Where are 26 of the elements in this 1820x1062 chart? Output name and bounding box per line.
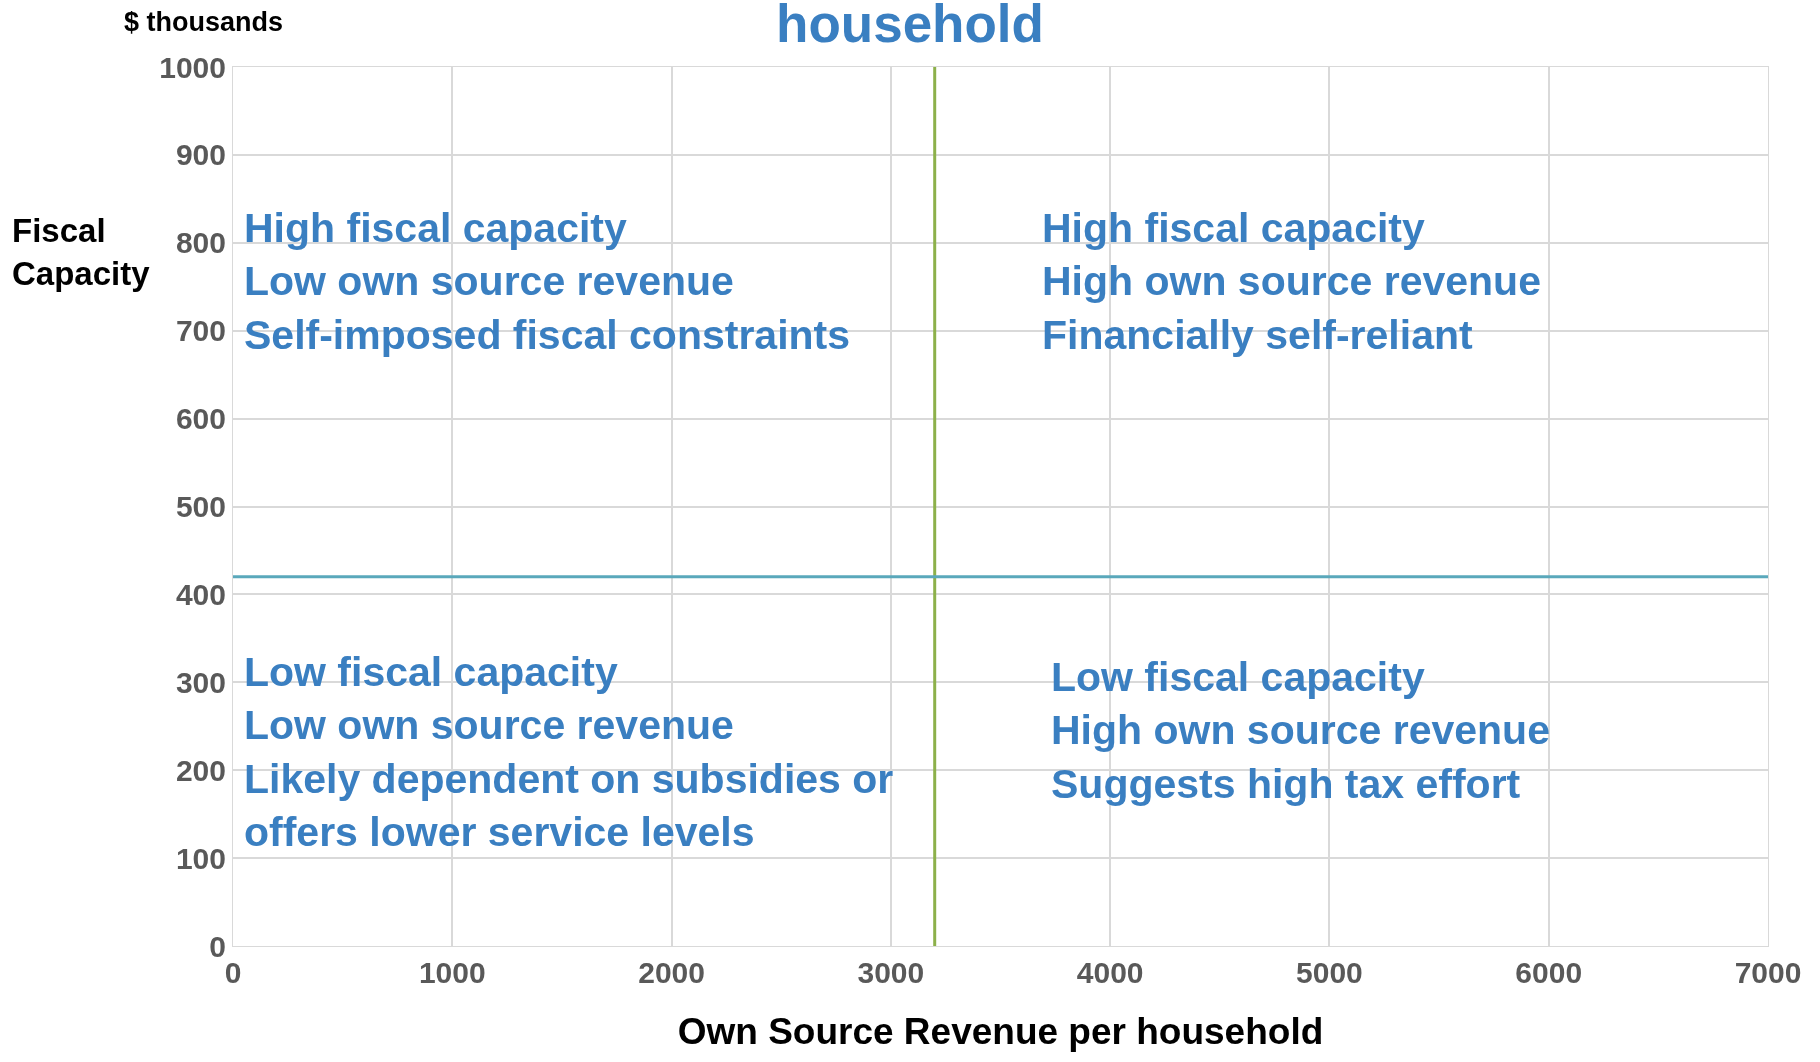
x-tick-label: 6000	[1515, 956, 1583, 989]
x-tick-label: 7000	[1734, 956, 1802, 989]
y-tick-label: 900	[175, 138, 226, 172]
x-axis-title: Own Source Revenue per household	[677, 1011, 1324, 1053]
x-tick-label: 3000	[857, 956, 925, 989]
annotation: High fiscal capacity High own source revenue Financially self-reliant	[1042, 205, 1541, 358]
x-tick-label: 2000	[638, 956, 705, 989]
y-tick-label: 700	[175, 314, 226, 348]
y-tick-label: 500	[175, 490, 226, 523]
annotation: Low fiscal capacity Low own source revenue Likely dependent on subsidies or offers lower service levels	[244, 649, 894, 855]
annotation: Low fiscal capacity High own source revenue Suggests high tax effort	[1051, 654, 1550, 807]
y-tick-label: 600	[175, 402, 226, 436]
y-axis-title: Fiscal Capacity	[12, 212, 151, 292]
y-tick-label: 200	[175, 753, 226, 787]
y-tick-label: 800	[175, 226, 226, 260]
chart-title: household	[776, 0, 1044, 54]
y-tick-label: 100	[175, 841, 226, 875]
annotation: High fiscal capacity Low own source revenue Self-imposed fiscal constraints	[244, 205, 851, 358]
y-tick-label: 0	[209, 929, 226, 963]
y-tick-label: 1000	[159, 50, 226, 84]
text: $ thousands	[124, 7, 284, 37]
y-tick-label: 300	[175, 665, 226, 699]
y-tick-label: 400	[175, 577, 226, 611]
x-tick-label: 4000	[1076, 956, 1144, 989]
x-tick-label: 5000	[1296, 956, 1363, 989]
x-tick-label: 1000	[418, 956, 486, 989]
